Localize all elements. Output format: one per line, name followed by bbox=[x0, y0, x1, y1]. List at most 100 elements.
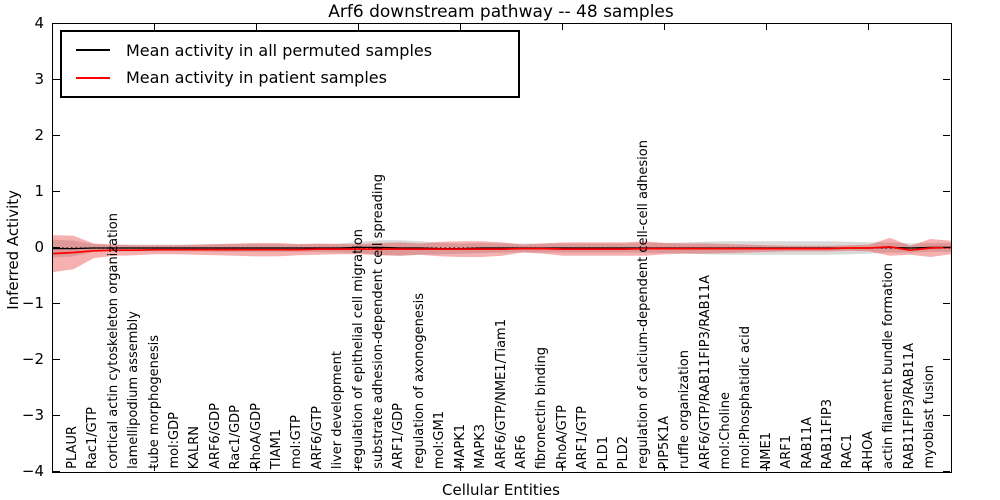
x-tick-label: Rac1/GTP bbox=[85, 407, 101, 469]
x-tick-label: KALRN bbox=[187, 425, 203, 469]
x-tick-mark-bottom bbox=[664, 465, 666, 471]
x-tick-label: TIAM1 bbox=[269, 428, 284, 469]
y-tick-label: 0 bbox=[34, 238, 44, 256]
y-tick-mark-left bbox=[53, 303, 60, 304]
y-tick-label: −3 bbox=[21, 406, 44, 424]
x-tick-label: RhoA/GTP bbox=[554, 405, 570, 469]
x-tick-label: ARF1/GTP bbox=[575, 405, 591, 469]
x-axis-label: Cellular Entities bbox=[442, 481, 560, 499]
y-tick-mark-right bbox=[943, 471, 950, 472]
x-tick-mark-top bbox=[766, 24, 768, 30]
y-tick-label: −1 bbox=[21, 294, 44, 312]
x-tick-label: PIP5K1A bbox=[656, 415, 672, 469]
x-tick-mark-bottom bbox=[460, 465, 462, 471]
x-tick-label: ARF6/GTP bbox=[309, 405, 325, 469]
patient-std-band bbox=[53, 235, 951, 273]
x-tick-label: mol:Phosphatidic acid bbox=[738, 326, 754, 469]
y-tick-mark-left bbox=[53, 191, 60, 192]
x-tick-label: ARF6/GTP/NME1/Tiam1 bbox=[493, 319, 509, 469]
y-tick-mark-right bbox=[943, 191, 950, 192]
x-tick-mark-bottom bbox=[358, 465, 360, 471]
y-tick-mark-right bbox=[943, 23, 950, 24]
y-tick-mark-right bbox=[943, 303, 950, 304]
legend-black-line-sample bbox=[76, 49, 110, 52]
x-tick-label: tube morphogenesis bbox=[146, 335, 162, 469]
x-tick-label: substrate adhesion-dependent cell spread… bbox=[371, 174, 387, 469]
x-tick-label: RAB11FIP3/RAB11A bbox=[901, 342, 917, 469]
x-tick-label: actin filament bundle formation bbox=[881, 263, 897, 469]
x-tick-mark-top bbox=[154, 24, 156, 30]
x-tick-label: cortical actin cytoskeleton organization bbox=[105, 213, 121, 469]
legend-item-permuted: Mean activity in all permuted samples bbox=[62, 41, 518, 60]
x-tick-label: mol:GDP bbox=[166, 412, 182, 469]
legend-item-patient: Mean activity in patient samples bbox=[62, 68, 518, 87]
x-tick-label: regulation of calcium-dependent cell-cel… bbox=[636, 140, 652, 469]
y-tick-mark-left bbox=[53, 79, 60, 80]
y-tick-mark-left bbox=[53, 415, 60, 416]
x-tick-label: ARF6/GDP bbox=[207, 403, 223, 469]
plot-canvas bbox=[53, 235, 951, 273]
x-tick-mark-bottom bbox=[256, 465, 258, 471]
x-tick-label: PLD1 bbox=[595, 435, 611, 469]
y-tick-label: 1 bbox=[34, 182, 44, 200]
x-tick-mark-bottom bbox=[154, 465, 156, 471]
x-tick-mark-top bbox=[664, 24, 666, 30]
x-tick-label: NME1 bbox=[758, 431, 774, 469]
x-tick-label: regulation of epithelial cell migration bbox=[350, 228, 366, 469]
x-tick-label: RAB11A bbox=[799, 417, 815, 469]
x-tick-label: ARF1 bbox=[779, 435, 795, 469]
x-tick-label: ruffle organization bbox=[677, 349, 693, 469]
x-tick-mark-top bbox=[868, 24, 870, 30]
legend-label-permuted: Mean activity in all permuted samples bbox=[126, 40, 433, 60]
x-tick-mark-bottom bbox=[766, 465, 768, 471]
x-tick-label: mol:Choline bbox=[718, 391, 733, 469]
x-tick-label: ARF6 bbox=[513, 435, 529, 469]
x-tick-label: RAC1 bbox=[840, 434, 856, 469]
x-tick-label: ARF1/GDP bbox=[391, 403, 407, 469]
x-tick-mark-bottom bbox=[562, 465, 564, 471]
x-tick-label: RhoA/GDP bbox=[248, 402, 264, 469]
x-tick-label: MAPK3 bbox=[473, 424, 489, 469]
legend-red-line-sample bbox=[76, 76, 110, 79]
x-tick-label: RAB11FIP3 bbox=[820, 398, 836, 469]
plot-area bbox=[52, 23, 952, 473]
legend-label-patient: Mean activity in patient samples bbox=[126, 68, 387, 88]
x-tick-label: myoblast fusion bbox=[922, 365, 938, 469]
x-tick-mark-top bbox=[562, 24, 564, 30]
y-tick-label: 2 bbox=[34, 126, 44, 144]
y-tick-label: 3 bbox=[34, 70, 44, 88]
x-tick-label: ARF6/GTP/RAB11FIP3/RAB11A bbox=[697, 274, 713, 469]
y-tick-label: −4 bbox=[21, 462, 44, 480]
x-tick-mark-top bbox=[460, 24, 462, 30]
x-tick-label: PLD2 bbox=[615, 435, 631, 469]
x-tick-label: RHOA bbox=[860, 431, 876, 469]
y-tick-mark-right bbox=[943, 135, 950, 136]
y-tick-mark-left bbox=[53, 135, 60, 136]
legend: Mean activity in all permuted samples Me… bbox=[60, 30, 520, 98]
x-tick-label: lamellipodium assembly bbox=[126, 311, 142, 469]
patient-mean-line bbox=[53, 246, 951, 255]
y-tick-mark-right bbox=[943, 247, 950, 248]
x-tick-label: Rac1/GDP bbox=[228, 404, 244, 469]
x-tick-label: mol:GM1 bbox=[432, 410, 448, 469]
x-tick-label: fibronectin binding bbox=[534, 346, 550, 469]
x-tick-mark-bottom bbox=[868, 465, 870, 471]
y-tick-label: −2 bbox=[21, 350, 44, 368]
x-tick-label: MAPK1 bbox=[452, 424, 468, 469]
y-tick-mark-right bbox=[943, 415, 950, 416]
chart-title: Arf6 downstream pathway -- 48 samples bbox=[328, 2, 674, 22]
x-tick-label: liver development bbox=[330, 350, 346, 469]
x-tick-label: PLAUR bbox=[64, 426, 80, 469]
x-tick-label: mol:GTP bbox=[289, 415, 305, 469]
x-tick-mark-top bbox=[358, 24, 360, 30]
y-tick-label: 4 bbox=[34, 14, 44, 32]
y-tick-mark-left bbox=[53, 359, 60, 360]
y-tick-mark-left bbox=[53, 247, 60, 248]
x-tick-mark-top bbox=[256, 24, 258, 30]
y-tick-mark-left bbox=[53, 23, 60, 24]
y-tick-mark-right bbox=[943, 79, 950, 80]
x-tick-label: regulation of axonogenesis bbox=[411, 293, 427, 469]
y-tick-mark-right bbox=[943, 359, 950, 360]
y-tick-mark-left bbox=[53, 471, 60, 472]
